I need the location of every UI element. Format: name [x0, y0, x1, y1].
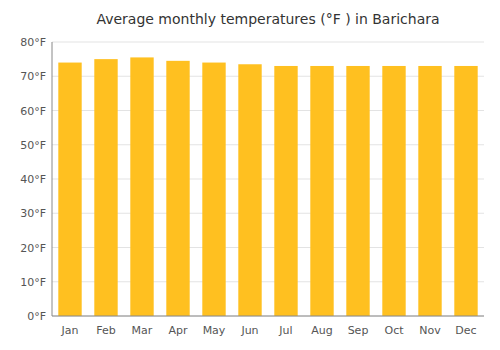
x-tick-label: Mar: [132, 324, 153, 337]
bar: [58, 63, 81, 316]
bar: [274, 66, 297, 316]
x-tick-label: Jul: [278, 324, 292, 337]
page: {"chart_data": {"type": "bar", "title": …: [0, 0, 500, 350]
y-tick-label: 0°F: [27, 310, 46, 323]
x-tick-label: Aug: [311, 324, 332, 337]
y-tick-label: 40°F: [20, 173, 46, 186]
bar: [310, 66, 333, 316]
x-tick-label: Jun: [240, 324, 258, 337]
y-tick-label: 30°F: [20, 207, 46, 220]
y-tick-label: 70°F: [20, 70, 46, 83]
x-tick-label: May: [203, 324, 226, 337]
y-tick-label: 20°F: [20, 242, 46, 255]
x-axis-line: [52, 316, 484, 317]
x-tick-label: Nov: [419, 324, 441, 337]
x-tick-label: Jan: [61, 324, 79, 337]
bar: [94, 59, 117, 316]
x-tick-label: Dec: [455, 324, 476, 337]
bars: [58, 57, 477, 316]
y-tick-label: 10°F: [20, 276, 46, 289]
bar: [454, 66, 477, 316]
x-tick-label: Oct: [384, 324, 404, 337]
x-tick-label: Feb: [96, 324, 115, 337]
y-tick-label: 80°F: [20, 36, 46, 49]
chart-svg: Average monthly temperatures (°F ) in Ba…: [0, 0, 500, 350]
bar: [382, 66, 405, 316]
bar: [202, 63, 225, 316]
chart-container: Average monthly temperatures (°F ) in Ba…: [0, 0, 500, 350]
y-axis-line: [52, 42, 53, 316]
y-axis: 0°F 10°F 20°F 30°F 40°F 50°F 60°F 70°F 80°F: [20, 36, 484, 323]
bar: [130, 57, 153, 316]
grid-line: [52, 42, 484, 43]
bar: [418, 66, 441, 316]
bar: [346, 66, 369, 316]
bar: [238, 64, 261, 316]
x-tick-label: Apr: [168, 324, 188, 337]
x-axis: Jan Feb Mar Apr May Jun Jul Aug Sep Oct Nov Dec: [61, 324, 477, 337]
y-tick-label: 60°F: [20, 105, 46, 118]
grid-line: [52, 316, 484, 317]
title: Average monthly temperatures (°F ) in Ba…: [96, 11, 439, 27]
x-tick-label: Sep: [348, 324, 369, 337]
y-tick-label: 50°F: [20, 139, 46, 152]
bar: [166, 61, 189, 316]
